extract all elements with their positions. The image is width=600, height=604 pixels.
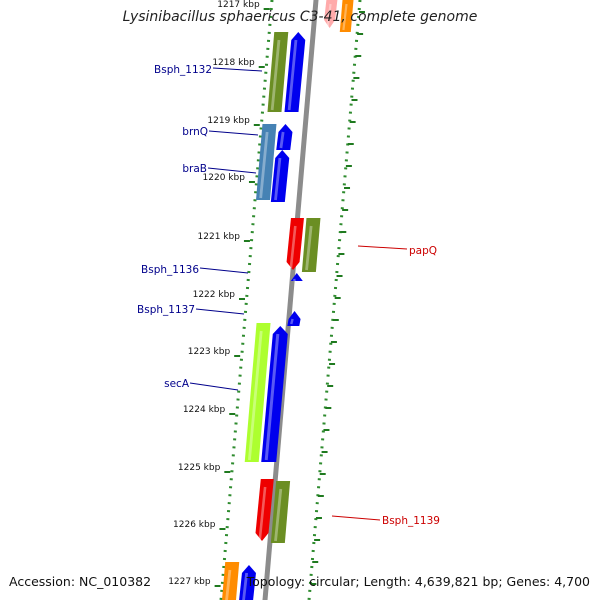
gene-brab[interactable] — [270, 150, 290, 202]
kbp-label: 1225 kbp — [178, 463, 221, 473]
gene-olive-1139[interactable] — [270, 481, 291, 543]
kbp-label: 1227 kbp — [168, 577, 211, 587]
gene-label[interactable]: Bsph_1136 — [141, 264, 199, 276]
gene-olive-1132[interactable] — [267, 32, 289, 112]
gene-steel-brnq[interactable] — [256, 124, 277, 200]
gene-papq-shade — [289, 225, 297, 269]
gene-lime-seca-shade — [248, 330, 263, 461]
gene-label[interactable]: Bsph_1137 — [137, 304, 195, 316]
leader-line — [357, 245, 408, 250]
kbp-label: 1226 kbp — [173, 520, 216, 530]
gene-olive-1139-shade — [274, 488, 283, 542]
leader-line — [208, 130, 259, 136]
gene-bsph-1139-shade — [258, 486, 267, 540]
leader-line — [207, 167, 257, 174]
gene-label[interactable]: Bsph_1139 — [382, 515, 440, 527]
leader-line — [189, 382, 239, 391]
gene-partial-bottom-orange-shade — [224, 569, 232, 604]
kbp-label: 1220 kbp — [203, 173, 246, 183]
gene-partial-top-orange[interactable] — [339, 0, 354, 32]
backbone-line — [262, 0, 319, 604]
kbp-label: 1223 kbp — [188, 347, 231, 357]
accession-text: Accession: NC_010382 — [9, 574, 152, 589]
gene-seca-shade — [264, 333, 280, 461]
genome-backbone — [262, 0, 319, 604]
gene-olive-1132-shade — [270, 39, 281, 111]
gene-label[interactable]: Bsph_1132 — [154, 64, 212, 76]
gene-bsph-1132[interactable] — [284, 32, 306, 112]
kbp-label: 1224 kbp — [183, 405, 226, 415]
gene-partial-bottom-orange[interactable] — [221, 562, 240, 604]
gene-label[interactable]: brnQ — [182, 126, 208, 138]
gene-bsph-1132-shade — [287, 39, 298, 111]
leader-line — [212, 67, 263, 72]
label-leader-lines — [189, 67, 408, 521]
gene-bsph-1136[interactable] — [290, 273, 303, 281]
leader-line — [195, 308, 245, 315]
gene-brnq-shade — [279, 131, 285, 149]
gene-partial-top-pink[interactable] — [324, 0, 338, 28]
kbp-label: 1217 kbp — [217, 0, 260, 10]
gene-olive-papq[interactable] — [301, 218, 321, 272]
gene-bsph-1139[interactable] — [255, 479, 274, 541]
gene-brnq[interactable] — [276, 124, 293, 150]
leader-line — [199, 267, 249, 274]
kbp-label: 1218 kbp — [212, 58, 255, 68]
gene-features[interactable] — [221, 0, 354, 604]
gene-lime-seca[interactable] — [244, 323, 271, 462]
gene-partial-top-pink-shade — [326, 3, 332, 27]
gene-bsph-1137-shade — [290, 318, 294, 325]
leader-line — [331, 515, 381, 521]
gene-labels[interactable]: Bsph_1132 brnQ braB papQ Bsph_1136 Bsph_1137s… — [137, 64, 440, 527]
topology-text: Topology: circular; Length: 4,639,821 bp… — [246, 574, 590, 589]
gene-partial-top-orange-shade — [342, 3, 348, 31]
gene-partial-bottom-blue[interactable] — [238, 565, 256, 604]
outer-dotted-ring — [307, 0, 362, 601]
gene-seca[interactable] — [261, 326, 288, 462]
genome-title: Lysinibacillus sphaericus C3-41, complet… — [122, 9, 478, 25]
gene-brab-shade — [274, 157, 282, 201]
gene-steel-brnq-shade — [259, 131, 269, 199]
kbp-ticks: 1217 kbp 1218 kbp 1219 kbp 1220 kbp 1221 kbp… — [168, 0, 365, 587]
gene-papq[interactable] — [286, 218, 304, 270]
kbp-label: 1219 kbp — [207, 116, 250, 126]
kbp-label: 1221 kbp — [198, 232, 241, 242]
gene-bsph-1136-shade — [292, 278, 296, 282]
gene-label[interactable]: secA — [164, 378, 190, 390]
gene-label[interactable]: papQ — [409, 245, 437, 257]
gene-label[interactable]: braB — [182, 163, 207, 175]
gene-partial-bottom-blue-shade — [241, 572, 249, 604]
gene-bsph-1137[interactable] — [287, 311, 301, 326]
gene-olive-papq-shade — [305, 225, 313, 271]
kbp-label: 1222 kbp — [193, 290, 236, 300]
